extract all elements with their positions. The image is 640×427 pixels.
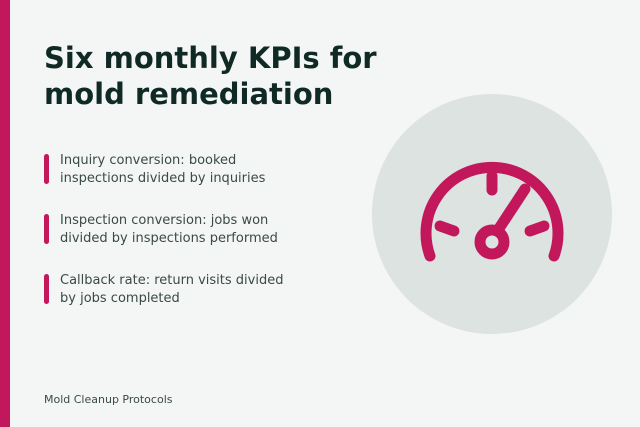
title: Six monthly KPIs for mold remediation	[44, 41, 377, 111]
kpi-item: Inspection conversion: jobs won divided …	[44, 212, 300, 248]
footer: Mold Cleanup Protocols	[44, 393, 173, 406]
accent-bar	[0, 0, 10, 427]
kpi-item: Inquiry conversion: booked inspections d…	[44, 152, 300, 188]
gauge-icon	[372, 94, 612, 334]
kpi-item: Callback rate: return visits divided by …	[44, 272, 300, 308]
